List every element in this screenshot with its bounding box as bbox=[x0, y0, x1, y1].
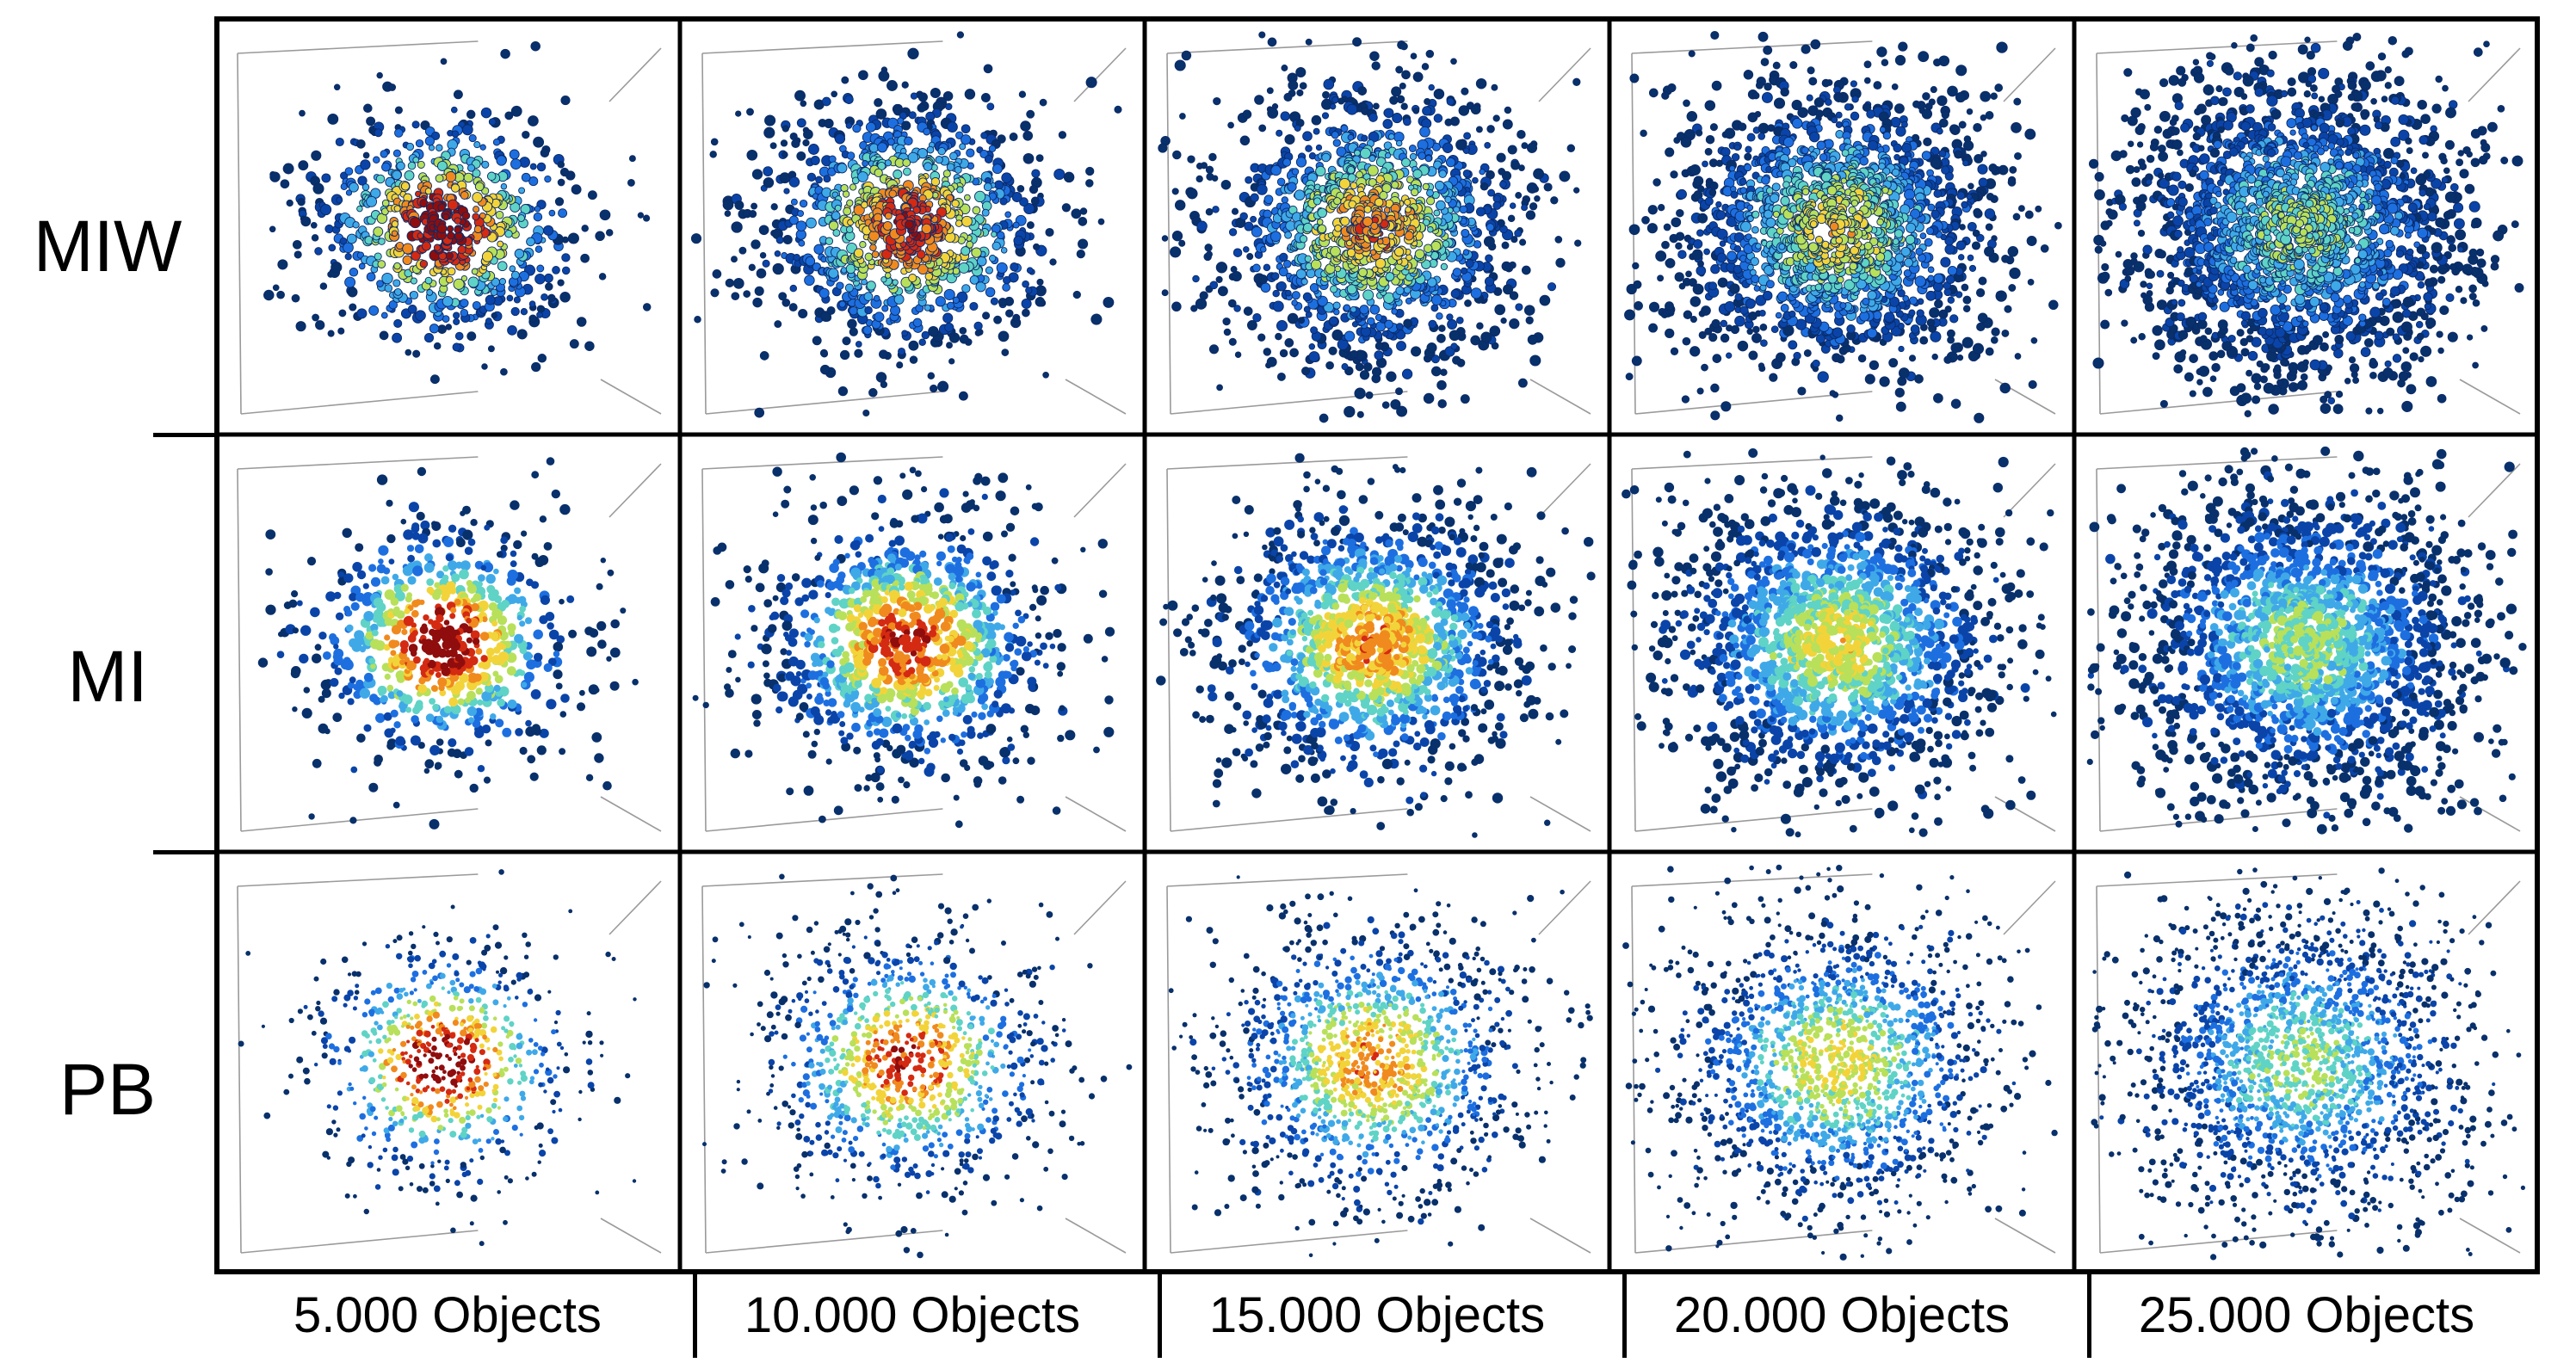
scatter-points bbox=[1622, 448, 2057, 838]
bounding-box-lines bbox=[2096, 40, 2521, 415]
panel-miw-15000 bbox=[1145, 19, 1609, 435]
panel-miw-5000 bbox=[215, 19, 680, 435]
row-divider-2 bbox=[153, 850, 215, 854]
row-label-mi: MI bbox=[67, 636, 148, 717]
col-label-15000: 15.000 Objects bbox=[1208, 1287, 1546, 1343]
col-divider-3 bbox=[1622, 1272, 1627, 1358]
scatter-points bbox=[702, 873, 1133, 1259]
panel-pb-25000 bbox=[2074, 852, 2539, 1273]
bounding-box-lines bbox=[237, 873, 662, 1254]
panel-miw-25000 bbox=[2074, 19, 2539, 435]
panel-pb-10000 bbox=[680, 852, 1145, 1273]
scatter-points bbox=[1168, 875, 1593, 1258]
bounding-box-lines bbox=[1631, 873, 2056, 1254]
row-label-pb: PB bbox=[59, 1049, 157, 1130]
panel-mi-10000 bbox=[680, 435, 1145, 852]
panel-miw-10000 bbox=[680, 19, 1145, 435]
panel-mi-5000 bbox=[215, 435, 680, 852]
bounding-box-lines bbox=[701, 456, 1127, 832]
col-label-20000: 20.000 Objects bbox=[1673, 1287, 2011, 1343]
panel-mi-15000 bbox=[1145, 435, 1609, 852]
panel-pb-15000 bbox=[1145, 852, 1609, 1273]
panel-pb-20000 bbox=[1609, 852, 2074, 1273]
col-label-10000: 10.000 Objects bbox=[744, 1287, 1081, 1343]
col-divider-2 bbox=[1158, 1272, 1162, 1358]
scatter-points bbox=[2088, 33, 2524, 417]
bounding-box-lines bbox=[2096, 873, 2521, 1254]
row-divider-1 bbox=[153, 433, 215, 437]
bounding-box-lines bbox=[701, 40, 1127, 415]
scatter-points bbox=[2086, 446, 2527, 835]
bounding-box-lines bbox=[1166, 40, 1591, 415]
grid-frame bbox=[214, 16, 2540, 1274]
panel-miw-20000 bbox=[1609, 19, 2074, 435]
bounding-box-lines bbox=[237, 40, 662, 415]
scatter-points bbox=[238, 869, 637, 1247]
bounding-box-lines bbox=[1166, 456, 1591, 832]
row-label-miw: MIW bbox=[33, 206, 182, 287]
bounding-box-lines bbox=[237, 456, 662, 832]
panel-mi-20000 bbox=[1609, 435, 2074, 852]
scatter-points bbox=[1156, 453, 1596, 838]
scatter-points bbox=[1622, 864, 2058, 1261]
scatter-points bbox=[2091, 867, 2525, 1261]
bounding-box-lines bbox=[1166, 873, 1591, 1254]
col-label-25000: 25.000 Objects bbox=[2138, 1287, 2475, 1343]
col-label-5000: 5.000 Objects bbox=[293, 1287, 602, 1343]
panel-mi-25000 bbox=[2074, 435, 2539, 852]
scatter-points bbox=[690, 31, 1122, 418]
scatter-points bbox=[692, 452, 1115, 829]
col-divider-1 bbox=[693, 1272, 697, 1358]
scatter-points bbox=[1624, 30, 2062, 423]
scatter-points bbox=[1158, 31, 1582, 423]
scatter-points bbox=[263, 40, 652, 385]
col-divider-4 bbox=[2087, 1272, 2091, 1358]
panel-pb-5000 bbox=[215, 852, 680, 1273]
scatter-points bbox=[257, 457, 639, 829]
bounding-box-lines bbox=[701, 873, 1127, 1254]
